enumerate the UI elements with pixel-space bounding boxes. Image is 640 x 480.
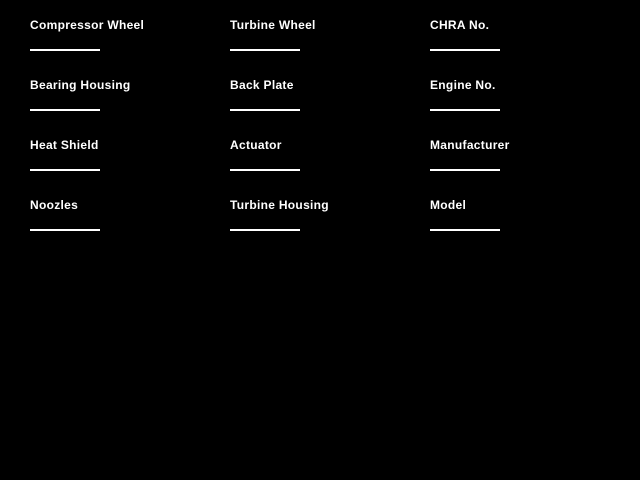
heat-shield-input[interactable] <box>30 153 100 171</box>
noozles-input[interactable] <box>30 213 100 231</box>
field-label: Actuator <box>230 138 282 152</box>
field-label: Back Plate <box>230 78 294 92</box>
field-heat-shield: Heat Shield <box>30 137 210 179</box>
turbine-housing-input[interactable] <box>230 213 300 231</box>
field-engine-no: Engine No. <box>430 77 610 119</box>
field-label: Model <box>430 198 467 212</box>
bearing-housing-input[interactable] <box>30 93 100 111</box>
field-label: CHRA No. <box>430 18 490 32</box>
engine-no-input[interactable] <box>430 93 500 111</box>
actuator-input[interactable] <box>230 153 300 171</box>
field-noozles: Noozles <box>30 197 210 239</box>
turbine-wheel-input[interactable] <box>230 33 300 51</box>
chra-no-input[interactable] <box>430 33 500 51</box>
field-label: Compressor Wheel <box>30 18 145 32</box>
field-label: Manufacturer <box>430 138 510 152</box>
field-model: Model <box>430 197 610 239</box>
field-label: Heat Shield <box>30 138 99 152</box>
manufacturer-input[interactable] <box>430 153 500 171</box>
back-plate-input[interactable] <box>230 93 300 111</box>
field-label: Turbine Housing <box>230 198 329 212</box>
field-bearing-housing: Bearing Housing <box>30 77 210 119</box>
compressor-wheel-input[interactable] <box>30 33 100 51</box>
field-manufacturer: Manufacturer <box>430 137 610 179</box>
field-chra-no: CHRA No. <box>430 17 610 59</box>
field-turbine-housing: Turbine Housing <box>230 197 410 239</box>
field-back-plate: Back Plate <box>230 77 410 119</box>
field-label: Noozles <box>30 198 79 212</box>
field-label: Turbine Wheel <box>230 18 316 32</box>
field-label: Engine No. <box>430 78 496 92</box>
field-actuator: Actuator <box>230 137 410 179</box>
field-turbine-wheel: Turbine Wheel <box>230 17 410 59</box>
field-compressor-wheel: Compressor Wheel <box>30 17 210 59</box>
field-label: Bearing Housing <box>30 78 131 92</box>
model-input[interactable] <box>430 213 500 231</box>
